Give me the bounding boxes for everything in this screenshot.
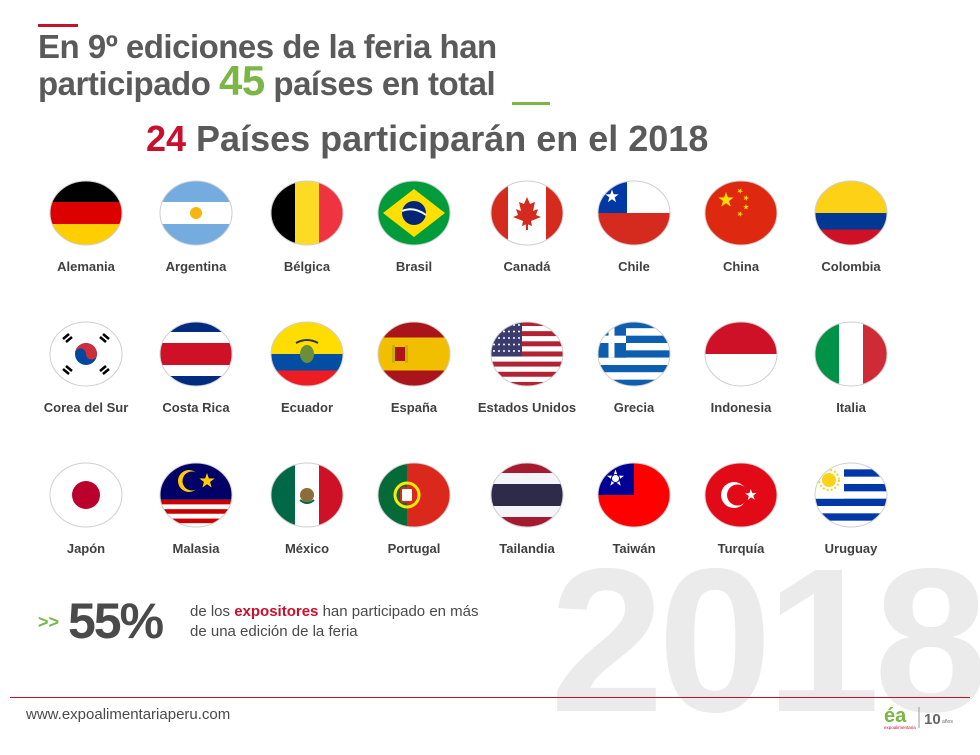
stat-desc-post: han participado en más	[318, 603, 479, 620]
taiwan-flag-icon	[597, 462, 671, 528]
title-line-1: En 9º ediciones de la feria han	[38, 28, 497, 65]
flag-label: Alemania	[57, 259, 115, 274]
canada-flag-icon	[490, 180, 564, 246]
ecuador-flag-icon	[270, 321, 344, 387]
chevron-right-icon: >>	[38, 612, 60, 632]
flag-label: Italia	[836, 400, 866, 415]
flag-item-china: China	[686, 179, 796, 274]
flag-item-costarica: Costa Rica	[141, 320, 251, 415]
expoalimentaria-logo: éa expoalimentaria 10 años	[882, 704, 962, 730]
china-flag-icon	[704, 180, 778, 246]
brazil-flag-icon	[377, 180, 451, 246]
flag-label: Estados Unidos	[477, 400, 577, 415]
mexico-flag-icon	[270, 462, 344, 528]
flag-label: Canadá	[503, 259, 551, 274]
flag-label: Argentina	[165, 259, 227, 274]
flag-label: Bélgica	[283, 259, 331, 274]
logo-small-text: expoalimentaria	[884, 725, 916, 730]
logo-mark: éa	[884, 705, 907, 727]
thailand-flag-icon	[490, 462, 564, 528]
stat-description-line-2: de una edición de la feria	[190, 623, 358, 640]
title-line-2: participado 45 países en total	[38, 60, 497, 102]
title-accent-bar	[38, 24, 78, 27]
page-title: En 9º ediciones de la feria han particip…	[38, 28, 497, 102]
flag-item-mexico: México	[252, 461, 362, 556]
subtitle-text: Países participarán en el 2018	[186, 118, 709, 159]
chile-flag-icon	[597, 180, 671, 246]
flag-label: Costa Rica	[162, 400, 230, 415]
background-year: 2018	[550, 526, 980, 755]
indonesia-flag-icon	[704, 321, 778, 387]
flag-item-indonesia: Indonesia	[686, 320, 796, 415]
stat-desc-highlight: expositores	[234, 603, 319, 620]
flag-item-japan: Japón	[31, 461, 141, 556]
flag-item-italy: Italia	[796, 320, 906, 415]
title-line-2-post: países en total	[264, 65, 496, 102]
flag-item-usa: Estados Unidos	[472, 320, 582, 415]
flag-label: Grecia	[613, 400, 655, 415]
flag-label: España	[390, 400, 438, 415]
flag-item-malaysia: Malasia	[141, 461, 251, 556]
flag-label: Ecuador	[280, 400, 333, 415]
flag-label: Taiwán	[612, 541, 656, 556]
flag-label: Tailandia	[499, 541, 555, 556]
flag-item-canada: Canadá	[472, 179, 582, 274]
footer-url[interactable]: www.expoalimentariaperu.com	[26, 706, 231, 723]
flag-item-chile: Chile	[579, 179, 689, 274]
costarica-flag-icon	[159, 321, 233, 387]
logo-years-label: años	[942, 719, 953, 725]
flag-label: Portugal	[387, 541, 441, 556]
flag-label: Brasil	[395, 259, 433, 274]
flag-label: Corea del Sur	[43, 400, 129, 415]
logo-years: 10	[924, 711, 941, 728]
flag-label: Turquía	[717, 541, 765, 556]
subtitle: 24 Países participarán en el 2018	[146, 118, 708, 160]
stat-description: de los expositores han participado en má…	[190, 602, 479, 642]
stat-desc-pre: de los	[190, 603, 235, 620]
flag-item-thailand: Tailandia	[472, 461, 582, 556]
title-underline	[512, 102, 550, 105]
flag-item-ecuador: Ecuador	[252, 320, 362, 415]
stat-description-line-1: de los expositores han participado en má…	[190, 602, 479, 622]
title-highlight-number: 45	[219, 57, 265, 104]
italy-flag-icon	[814, 321, 888, 387]
flag-item-portugal: Portugal	[359, 461, 469, 556]
flag-item-greece: Grecia	[579, 320, 689, 415]
flag-item-korea: Corea del Sur	[31, 320, 141, 415]
subtitle-number: 24	[146, 118, 187, 159]
argentina-flag-icon	[159, 180, 233, 246]
belgium-flag-icon	[270, 180, 344, 246]
japan-flag-icon	[49, 462, 123, 528]
flag-label: Chile	[618, 259, 650, 274]
flag-item-germany: Alemania	[31, 179, 141, 274]
flag-item-belgium: Bélgica	[252, 179, 362, 274]
flag-label: Japón	[66, 541, 106, 556]
germany-flag-icon	[49, 180, 123, 246]
flag-item-uruguay: Uruguay	[796, 461, 906, 556]
spain-flag-icon	[377, 321, 451, 387]
title-line-2-pre: participado	[38, 65, 220, 102]
portugal-flag-icon	[377, 462, 451, 528]
flag-item-argentina: Argentina	[141, 179, 251, 274]
korea-flag-icon	[49, 321, 123, 387]
flag-label: Uruguay	[824, 541, 878, 556]
turkey-flag-icon	[704, 462, 778, 528]
stat-value: 55%	[68, 593, 164, 649]
flag-label: Malasia	[172, 541, 220, 556]
flag-label: Indonesia	[710, 400, 772, 415]
uruguay-flag-icon	[814, 462, 888, 528]
flag-label: Colombia	[821, 259, 881, 274]
footer-divider	[10, 697, 970, 698]
flag-label: China	[722, 259, 760, 274]
usa-flag-icon	[490, 321, 564, 387]
flag-item-turkey: Turquía	[686, 461, 796, 556]
greece-flag-icon	[597, 321, 671, 387]
flag-label: México	[284, 541, 330, 556]
malaysia-flag-icon	[159, 462, 233, 528]
flag-item-colombia: Colombia	[796, 179, 906, 274]
flag-item-spain: España	[359, 320, 469, 415]
colombia-flag-icon	[814, 180, 888, 246]
flag-item-taiwan: Taiwán	[579, 461, 689, 556]
flag-item-brazil: Brasil	[359, 179, 469, 274]
